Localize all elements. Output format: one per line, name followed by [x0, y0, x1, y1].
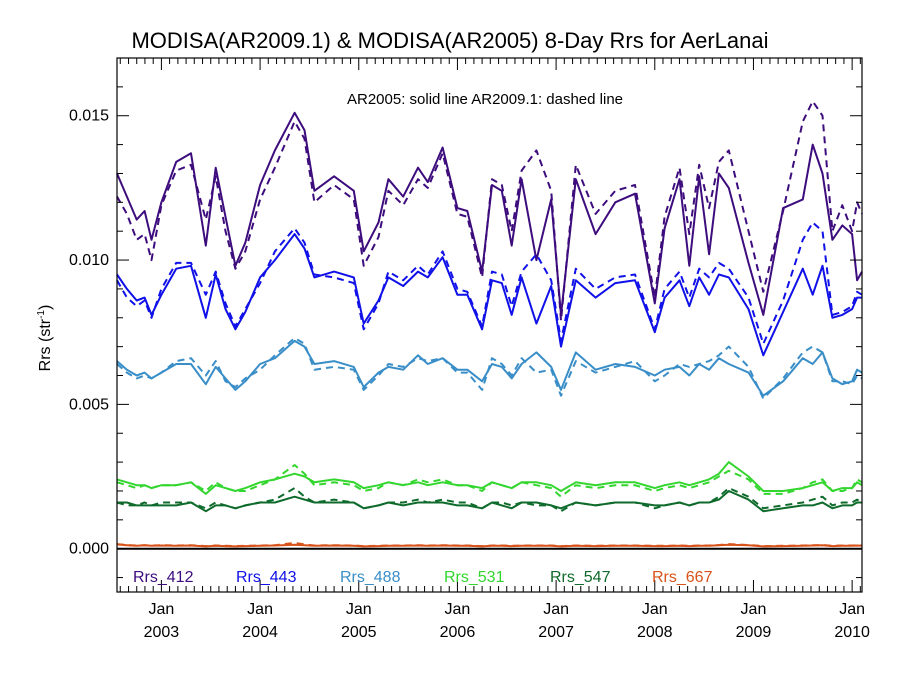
series-line-rrs-547-dashed [116, 487, 863, 513]
y-tick-labels: 0.000 0.005 0.010 0.015 [69, 108, 109, 558]
x-tick-label-year: 2006 [440, 624, 476, 641]
x-tick-label-month: Jan [445, 601, 471, 618]
x-tick-label-month: Jan [346, 601, 372, 618]
x-tick-labels: Jan 2003 Jan 2004 Jan 2005 Jan 2006 Jan 2007 Jan 20… [144, 601, 870, 641]
x-tick-label-month: Jan [741, 601, 767, 618]
series-line-rrs-547-solid [117, 490, 862, 513]
legend-entry-rrs-547: Rrs_547 [550, 569, 611, 586]
x-tick-label-year: 2004 [242, 624, 278, 641]
series-line-rrs-443-dashed [116, 221, 863, 345]
series-line-rrs-412-dashed [116, 100, 863, 322]
y-axis-label-close: ) [37, 305, 54, 310]
series-line-rrs-531-solid [116, 461, 863, 495]
series-line-rrs-443-solid [116, 233, 862, 357]
y-tick-label: 0.010 [69, 252, 109, 269]
y-tick-label: 0.000 [69, 541, 109, 558]
x-tick-label-year: 2010 [834, 624, 870, 641]
x-tick-label-month: Jan [149, 601, 175, 618]
axes-layer [116, 57, 863, 593]
series-line-rrs-667-solid [116, 543, 863, 548]
x-tick-label-year: 2005 [341, 624, 377, 641]
x-tick-label-month: Jan [247, 601, 273, 618]
series-line-rrs-531-dashed [116, 464, 863, 498]
y-axis-label: Rrs (str-1) [36, 305, 54, 372]
y-tick-label: 0.015 [69, 108, 109, 125]
line-style-annotation: AR2005: solid line AR2009.1: dashed line [347, 91, 623, 108]
x-tick-label-month: Jan [543, 601, 569, 618]
x-tick-label-year: 2009 [736, 624, 772, 641]
x-tick-label-year: 2008 [637, 624, 673, 641]
legend-entry-rrs-412: Rrs_412 [133, 569, 194, 586]
x-tick-label-year: 2007 [538, 624, 574, 641]
legend-entry-rrs-667: Rrs_667 [652, 569, 713, 586]
x-tick-label-month: Jan [839, 601, 865, 618]
y-axis-label-main: Rrs (str [37, 318, 54, 371]
x-tick-label-month: Jan [642, 601, 668, 618]
legend-entry-rrs-531: Rrs_531 [444, 569, 505, 586]
plot-frame [116, 57, 863, 593]
legend-entry-rrs-488: Rrs_488 [340, 569, 401, 586]
y-tick-label: 0.005 [69, 396, 109, 413]
legend: Rrs_412 Rrs_443 Rrs_488 Rrs_531 Rrs_547 Rrs_6… [133, 569, 713, 586]
chart-title: MODISA(AR2009.1) & MODISA(AR2005) 8-Day … [131, 28, 769, 53]
x-tick-label-year: 2003 [144, 624, 180, 641]
series-line-rrs-412-solid [116, 111, 863, 316]
y-axis-label-superscript: -1 [36, 310, 47, 319]
series-line-rrs-488-dashed [116, 337, 863, 400]
legend-entry-rrs-443: Rrs_443 [236, 569, 297, 586]
series-layer [116, 100, 863, 548]
series-line-rrs-488-solid [116, 339, 863, 397]
